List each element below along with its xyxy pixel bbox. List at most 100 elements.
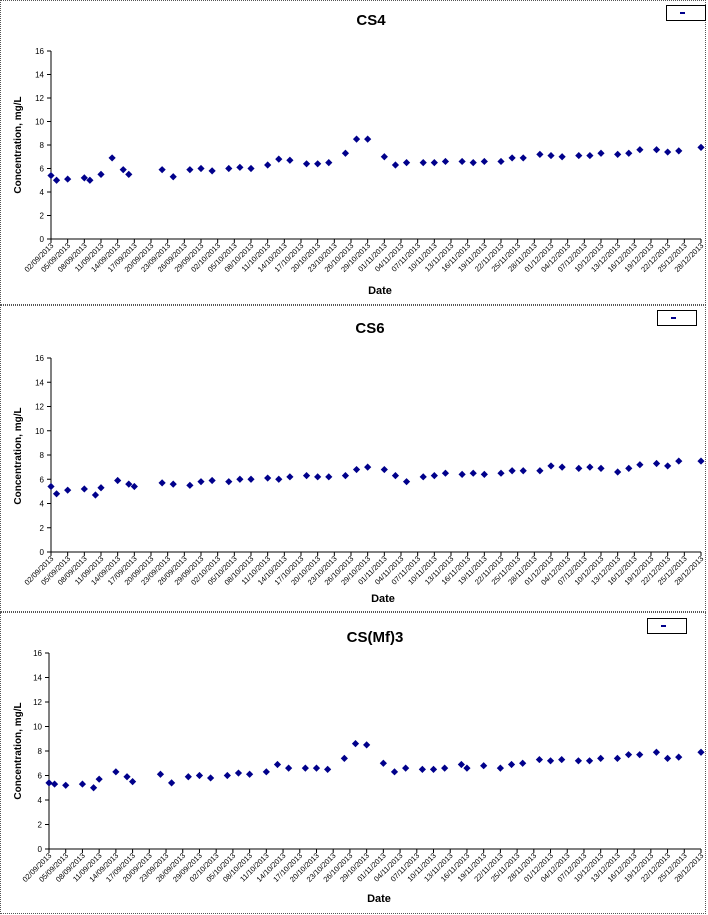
data-point <box>636 146 644 154</box>
data-point <box>508 467 516 475</box>
data-point <box>112 768 120 776</box>
data-point <box>208 167 216 175</box>
data-point <box>663 754 672 762</box>
data-point <box>480 470 488 478</box>
y-tick-label: 14 <box>35 71 44 80</box>
data-point <box>430 159 438 167</box>
data-point <box>419 473 427 481</box>
y-tick-label: 4 <box>40 188 45 197</box>
data-point <box>286 156 294 164</box>
data-point <box>391 472 400 480</box>
data-point <box>301 764 309 772</box>
data-point <box>675 457 683 465</box>
data-point <box>547 462 555 470</box>
data-point <box>80 174 88 182</box>
chart-title: CS6 <box>355 320 384 337</box>
data-point <box>247 475 255 483</box>
y-tick-label: 4 <box>38 796 43 805</box>
data-point <box>441 157 450 166</box>
data-point <box>207 774 215 782</box>
data-point <box>97 484 105 492</box>
chart-panel-cs4: CS4 0 2 4 6 8 10 12 14 16 02/09/2013 05/09/2013 08/0… <box>0 0 706 305</box>
chart-title: CS(Mf)3 <box>347 629 404 646</box>
data-point <box>108 154 116 162</box>
data-point <box>285 764 293 772</box>
legend-box <box>657 310 697 326</box>
data-point <box>546 757 555 765</box>
data-point <box>225 164 233 173</box>
data-point <box>574 757 583 765</box>
data-point <box>169 173 177 181</box>
data-point <box>341 149 350 157</box>
y-tick-label: 12 <box>33 698 42 707</box>
data-point <box>418 765 426 773</box>
data-point <box>156 770 165 778</box>
y-axis-label: Concentration, mg/L <box>13 96 24 193</box>
data-point <box>47 171 55 180</box>
data-point <box>664 462 672 470</box>
data-point <box>391 161 400 169</box>
y-tick-label: 10 <box>35 118 44 127</box>
data-point <box>158 166 166 174</box>
data-point <box>613 754 622 762</box>
data-point <box>208 476 216 485</box>
y-tick-label: 8 <box>40 141 45 150</box>
data-point <box>302 472 311 480</box>
data-point <box>352 465 361 474</box>
data-point <box>625 464 633 472</box>
y-tick-label: 12 <box>35 403 44 412</box>
y-axis-label: Concentration, mg/L <box>13 407 24 504</box>
x-axis-label: Date <box>368 285 392 297</box>
data-point <box>380 153 388 161</box>
y-tick-label: 14 <box>33 674 42 683</box>
data-point <box>324 765 332 773</box>
data-point <box>585 757 594 765</box>
data-point <box>247 164 255 173</box>
data-point <box>558 463 566 471</box>
data-point <box>47 482 55 491</box>
y-tick-label: 0 <box>38 845 43 854</box>
data-point <box>664 148 672 156</box>
data-point <box>457 760 465 769</box>
y-tick-label: 14 <box>35 378 44 387</box>
data-point <box>614 150 622 158</box>
data-point <box>184 773 192 781</box>
data-point <box>636 751 644 759</box>
legend-marker <box>671 317 676 319</box>
data-point <box>314 160 322 168</box>
data-point <box>80 485 88 493</box>
data-point <box>675 147 683 155</box>
data-point <box>364 135 372 143</box>
data-point <box>264 161 272 169</box>
x-axis-label: Date <box>371 593 395 605</box>
data-point <box>597 754 605 762</box>
data-point <box>314 473 322 481</box>
data-point <box>536 150 544 158</box>
y-tick-label: 8 <box>38 747 43 756</box>
y-tick-label: 0 <box>40 548 45 557</box>
data-point <box>86 176 94 184</box>
data-point <box>652 748 661 756</box>
data-point <box>95 775 103 783</box>
y-tick-label: 16 <box>35 354 44 363</box>
legend-box <box>666 5 706 21</box>
data-point <box>402 478 411 486</box>
data-point <box>586 463 594 471</box>
data-point <box>402 764 410 772</box>
data-point <box>402 159 411 167</box>
data-point <box>125 170 133 178</box>
data-point <box>469 469 477 477</box>
data-point <box>340 754 348 762</box>
y-axis-label: Concentration, mg/L <box>13 702 24 799</box>
chart-panel-csmf3: CS(Mf)3 0 2 4 6 8 10 12 14 16 02/09/2013 05/09/2013… <box>0 612 706 914</box>
data-point <box>64 175 72 183</box>
data-point <box>558 755 566 764</box>
data-point <box>50 780 59 788</box>
data-point <box>535 755 543 764</box>
data-point <box>264 474 272 482</box>
data-point <box>128 778 137 786</box>
data-point <box>91 491 100 499</box>
data-point <box>441 764 449 772</box>
data-point <box>325 159 333 167</box>
data-point <box>469 159 477 167</box>
